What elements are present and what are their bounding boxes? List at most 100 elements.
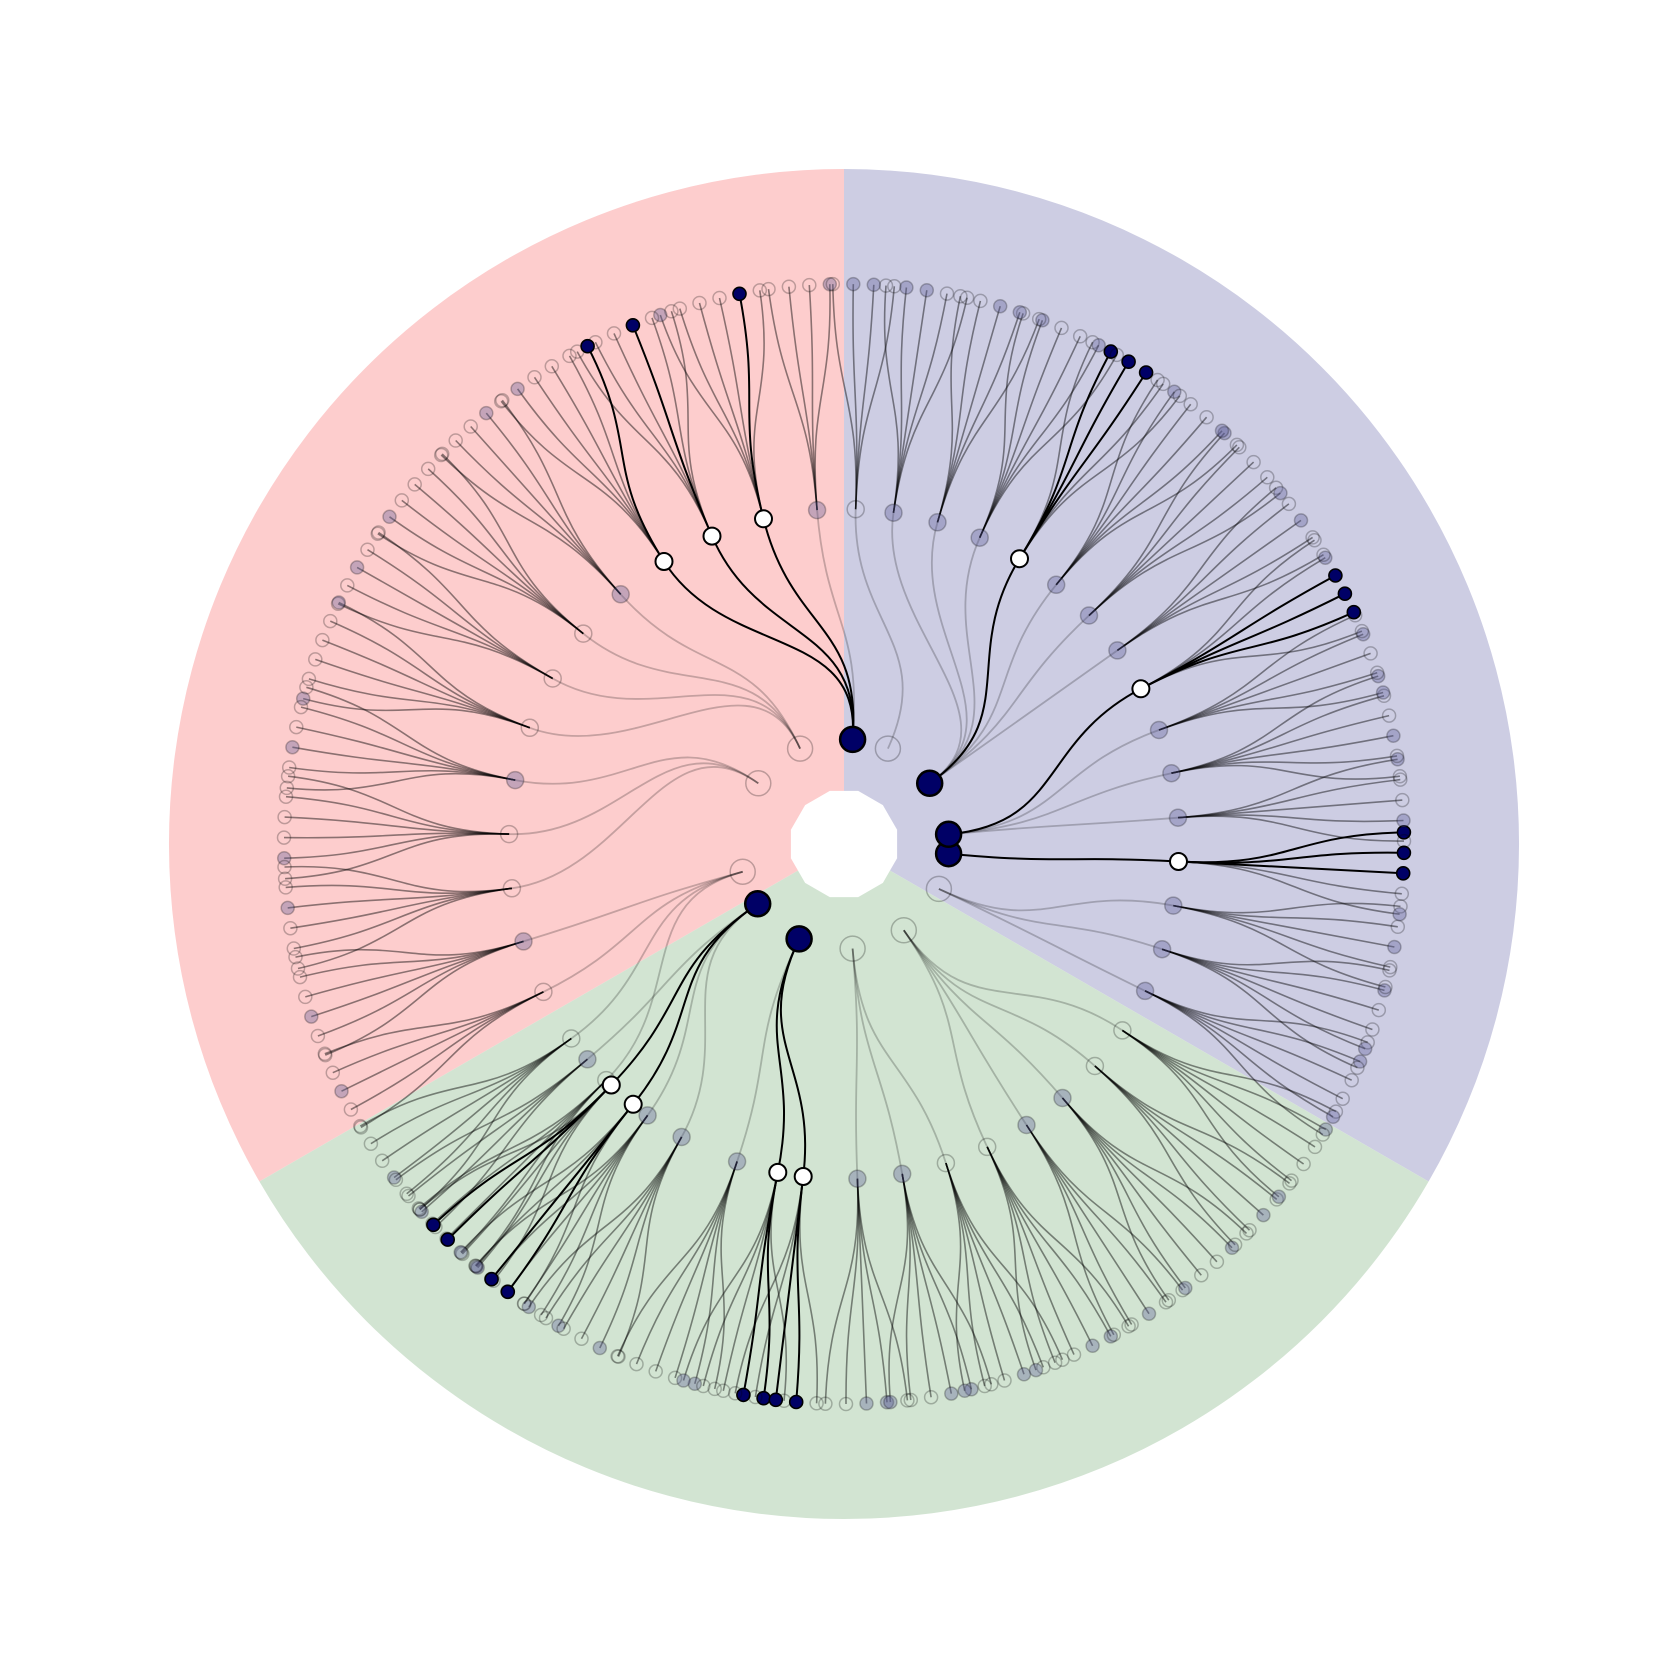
- leaf-node: [1121, 1319, 1136, 1334]
- edge-mid-leaf: [892, 287, 908, 513]
- edge-mid-leaf: [945, 1162, 1025, 1375]
- leaf-node: [1393, 772, 1408, 787]
- edge-mid-leaf: [332, 991, 544, 1074]
- edge-mid-leaf: [1161, 948, 1358, 1069]
- leaf-node: [283, 920, 298, 936]
- leaf-node: [822, 276, 838, 292]
- edge-mid-leaf: [1061, 1097, 1202, 1276]
- edge-mid-leaf: [1158, 672, 1378, 731]
- edge-mid-leaf: [1018, 383, 1164, 560]
- edge-root-mid: [605, 870, 743, 1081]
- edge-mid-leaf: [1061, 1097, 1186, 1289]
- leaf-node: [610, 1348, 625, 1364]
- edge-mid-leaf: [1025, 1124, 1184, 1291]
- edge-mid-leaf: [1171, 714, 1390, 774]
- edge-root-mid: [711, 535, 855, 740]
- edge-mid-leaf: [393, 1037, 572, 1179]
- leaf-node: [331, 595, 347, 610]
- leaf-node: [1103, 344, 1119, 359]
- edge-mid-leaf: [418, 1079, 607, 1210]
- sector-bottom: [259, 844, 1429, 1520]
- leaf-node: [278, 880, 293, 895]
- leaf-node: [1246, 454, 1261, 470]
- edge-root-mid: [529, 704, 801, 749]
- leaf-node: [899, 280, 914, 295]
- leaf-node: [556, 1321, 571, 1336]
- leaf-node: [1054, 320, 1069, 336]
- edge-mid-leaf: [651, 317, 713, 537]
- leaf-node: [1199, 409, 1214, 425]
- edge-mid-leaf: [1144, 990, 1334, 1118]
- edge-mid-leaf: [446, 1079, 607, 1240]
- leaf-node: [1387, 939, 1402, 955]
- edge-mid-leaf: [742, 1172, 779, 1396]
- leaf-node: [469, 1259, 484, 1274]
- edge-mid-leaf: [287, 887, 513, 909]
- edge-mid-leaf: [1061, 1097, 1248, 1234]
- leaf-node: [433, 447, 449, 463]
- leaf-node: [1072, 329, 1088, 344]
- leaf-node: [1035, 313, 1050, 328]
- edge-mid-leaf: [682, 1172, 779, 1381]
- sector-top-right: [844, 169, 1520, 1182]
- leaf-node: [1316, 547, 1331, 562]
- edge-mid-leaf: [1088, 432, 1226, 617]
- edge-mid-leaf: [285, 884, 513, 895]
- edge-root-mid: [929, 537, 981, 785]
- edge-mid-leaf: [315, 658, 531, 729]
- leaf-node: [1318, 1122, 1334, 1137]
- leaf-node: [664, 304, 679, 319]
- mid-node: [672, 1127, 691, 1147]
- edge-mid-leaf: [441, 453, 584, 635]
- leaf-node: [411, 1201, 427, 1216]
- edge-mid-leaf: [1025, 1124, 1167, 1303]
- leaf-node: [1396, 833, 1412, 849]
- edge-mid-leaf: [1171, 755, 1398, 774]
- leaf-node: [1305, 530, 1320, 545]
- leaf-node: [1346, 604, 1362, 620]
- edge-mid-leaf: [892, 297, 968, 513]
- leaf-node: [308, 652, 323, 667]
- root-node: [745, 770, 772, 797]
- edge-mid-leaf: [338, 601, 531, 729]
- edge-mid-leaf: [1173, 904, 1391, 968]
- leaf-node: [1085, 334, 1100, 350]
- leaf-node: [992, 298, 1008, 314]
- leaf-node: [479, 405, 494, 421]
- leaf-node: [325, 1065, 341, 1080]
- edge-mid-leaf: [378, 531, 554, 680]
- leaf-node: [371, 525, 386, 540]
- leaf-node: [1281, 496, 1297, 512]
- leaf-node: [1369, 665, 1385, 681]
- edge-mid-leaf: [945, 1162, 986, 1387]
- edge-mid-leaf: [986, 1146, 1112, 1337]
- leaf-node: [1209, 1254, 1225, 1270]
- leaf-node: [1183, 396, 1198, 412]
- edge-mid-leaf: [1061, 1097, 1170, 1301]
- edge-root-mid: [620, 593, 801, 749]
- edge-mid-leaf: [406, 1037, 572, 1195]
- mid-node: [543, 669, 562, 688]
- edge-mid-leaf: [551, 365, 665, 562]
- leaf-node: [510, 381, 525, 397]
- root-node: [743, 890, 772, 918]
- edge-mid-leaf: [359, 1037, 572, 1127]
- root-node: [786, 735, 814, 762]
- mid-node: [727, 1152, 747, 1171]
- leaf-node: [288, 949, 303, 965]
- leaf-node: [1392, 768, 1408, 784]
- edge-mid-leaf: [1140, 611, 1355, 690]
- edge-mid-leaf: [1177, 758, 1398, 819]
- edge-mid-leaf: [694, 1161, 738, 1385]
- leaf-node: [1239, 1226, 1254, 1241]
- edge-mid-leaf: [389, 516, 584, 635]
- leaf-node: [1175, 1282, 1190, 1298]
- leaf-node: [374, 1153, 390, 1169]
- leaf-node: [394, 493, 410, 508]
- leaf-node: [644, 310, 660, 326]
- leaf-node: [382, 509, 397, 525]
- leaf-node: [315, 632, 330, 648]
- edge-mid-leaf: [305, 940, 524, 998]
- edge-mid-leaf: [475, 1103, 634, 1267]
